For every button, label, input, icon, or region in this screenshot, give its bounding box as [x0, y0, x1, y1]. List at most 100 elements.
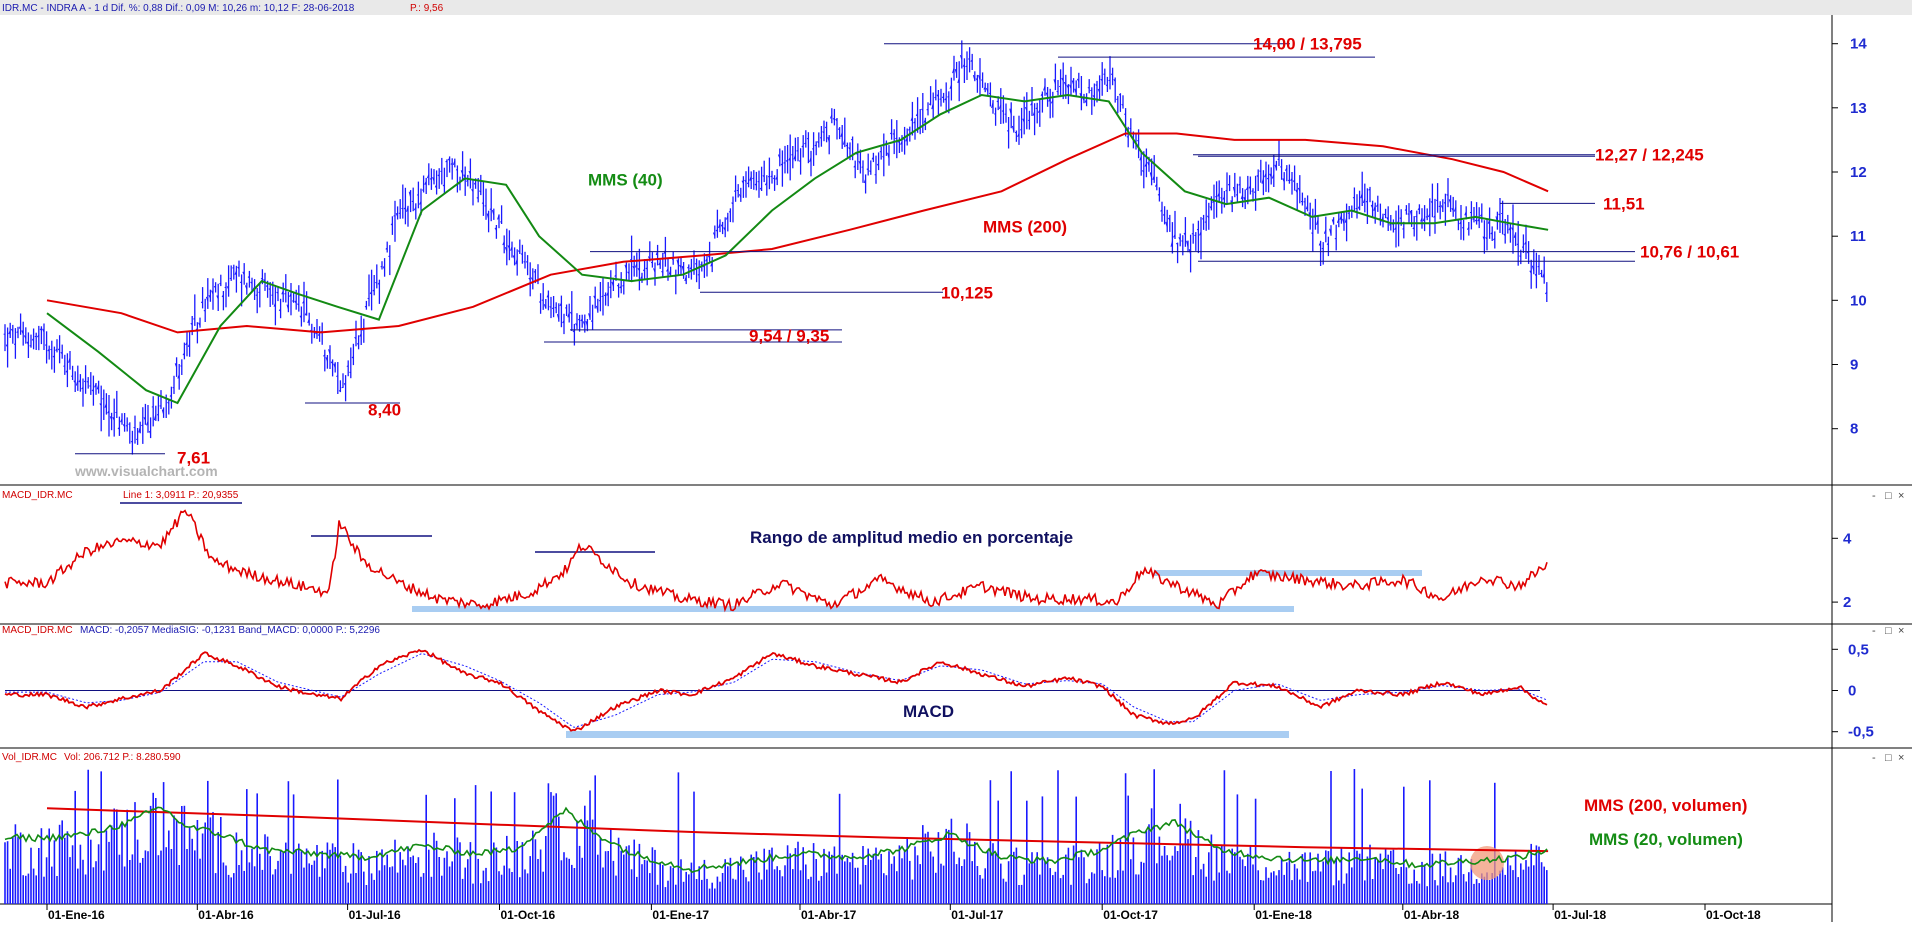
price-bar-open: [141, 425, 142, 426]
price-bar-open: [1252, 191, 1253, 192]
x-tick-label: 01-Abr-16: [198, 908, 254, 922]
price-bar-open: [661, 272, 662, 273]
price-annotation: MMS (200): [983, 218, 1067, 237]
x-tick-label: 01-Jul-18: [1554, 908, 1606, 922]
atr-highlight-band: [1154, 570, 1422, 576]
axes: 141312111098420,50-0,51.000.0001-Ene-160…: [47, 0, 1898, 922]
price-bar-open: [1462, 227, 1463, 228]
x-tick-label: 01-Ene-18: [1255, 908, 1312, 922]
price-annotation: 12,27 / 12,245: [1595, 146, 1704, 165]
volume-window-buttons[interactable]: - □ ×: [1872, 752, 1904, 764]
macd-y-tick-label: 0: [1848, 683, 1856, 700]
price-bar-open: [1519, 256, 1520, 257]
price-bar-open: [893, 134, 894, 135]
close-icon[interactable]: ×: [1898, 625, 1904, 637]
price-y-tick-label: 8: [1850, 421, 1858, 438]
price-bar-open: [204, 311, 205, 312]
price-panel: 14,00 / 13,795 12,27 / 12,245 11,51 10,76 /…: [4, 35, 1740, 468]
price-bar-open: [1447, 195, 1448, 196]
close-icon[interactable]: ×: [1898, 490, 1904, 502]
price-bar-open: [347, 366, 348, 367]
price-bar-open: [752, 178, 753, 179]
price-annotation: 14,00 / 13,795: [1253, 35, 1362, 54]
price-bar-open: [17, 332, 18, 333]
atr-line: [5, 511, 1547, 611]
x-tick-label: 01-Abr-17: [801, 908, 857, 922]
price-bar-open: [1540, 273, 1541, 274]
price-bar-open: [602, 296, 603, 297]
price-bar-open: [784, 163, 785, 164]
volume-annotation: MMS (200, volumen): [1584, 796, 1747, 815]
atr-y-tick-label: 2: [1843, 594, 1851, 611]
x-tick-label: 01-Ene-17: [652, 908, 709, 922]
price-bar-open: [1116, 99, 1117, 100]
price-bar-open: [131, 441, 132, 442]
minimize-icon[interactable]: -: [1872, 625, 1876, 637]
header-text: IDR.MC - INDRA A - 1 d Dif. %: 0,88 Dif.…: [2, 3, 355, 14]
price-bar-open: [1215, 197, 1216, 198]
atr-highlight-band: [412, 606, 1294, 612]
price-bar-open: [1002, 111, 1003, 112]
price-bar-open: [256, 295, 257, 296]
volume-panel: MMS (200, volumen) MMS (20, volumen): [5, 769, 1747, 904]
price-annotation: 9,54 / 9,35: [749, 327, 829, 346]
x-tick-label: 01-Oct-17: [1103, 908, 1158, 922]
volume-annotation: MMS (20, volumen): [1589, 830, 1743, 849]
price-bar-open: [1444, 203, 1445, 204]
price-y-tick-label: 14: [1850, 36, 1867, 53]
maximize-icon[interactable]: □: [1885, 625, 1892, 637]
minimize-icon[interactable]: -: [1872, 490, 1876, 502]
price-bar-open: [771, 176, 772, 177]
macd-window-buttons[interactable]: - □ ×: [1872, 625, 1904, 637]
price-bar-open: [1096, 85, 1097, 86]
price-bar-open: [1090, 90, 1091, 91]
price-bar-open: [45, 345, 46, 346]
price-bar-open: [87, 382, 88, 383]
atr-title: Rango de amplitud medio en porcentaje: [750, 528, 1073, 547]
atr-panel: [5, 503, 1547, 612]
price-bar-open: [63, 366, 64, 367]
price-bar-open: [136, 439, 137, 440]
price-y-tick-label: 13: [1850, 100, 1867, 117]
price-annotation: 11,51: [1603, 194, 1645, 213]
atr-header: MACD_IDR.MC: [2, 490, 73, 501]
price-bar-open: [565, 308, 566, 309]
price-bar-open: [1194, 235, 1195, 236]
price-bar-open: [1402, 229, 1403, 230]
macd-header: MACD_IDR.MC: [2, 625, 73, 636]
price-bar-open: [927, 109, 928, 110]
price-bar-open: [1322, 248, 1323, 249]
atr-header-values: Line 1: 3,0911 P.: 20,9355: [123, 490, 239, 501]
price-bar-open: [1036, 108, 1037, 109]
price-bar-open: [599, 300, 600, 301]
minimize-icon[interactable]: -: [1872, 752, 1876, 764]
x-tick-label: 01-Oct-18: [1706, 908, 1761, 922]
macd-highlight-band: [566, 731, 1289, 738]
price-bar-open: [555, 307, 556, 308]
x-tick-label: 01-Jul-16: [349, 908, 401, 922]
price-bar-open: [1226, 190, 1227, 191]
atr-window-buttons[interactable]: - □ ×: [1872, 490, 1904, 502]
x-tick-label: 01-Ene-16: [48, 908, 105, 922]
price-bar-open: [490, 209, 491, 210]
header-price-text: P.: 9,56: [410, 3, 444, 14]
price-bar-open: [339, 391, 340, 392]
price-bar-open: [882, 157, 883, 158]
maximize-icon[interactable]: □: [1885, 490, 1892, 502]
price-annotation: 7,61: [177, 449, 210, 468]
price-bar-open: [542, 300, 543, 301]
macd-header-values: MACD: -0,2057 MediaSIG: -0,1231 Band_MAC…: [80, 625, 380, 636]
volume-header: Vol_IDR.MC: [2, 752, 57, 763]
price-annotation: 10,76 / 10,61: [1640, 243, 1739, 262]
macd-y-tick-label: -0,5: [1848, 724, 1874, 741]
macd-panel: [5, 650, 1547, 738]
maximize-icon[interactable]: □: [1885, 752, 1892, 764]
price-bar-open: [1288, 180, 1289, 181]
price-bar-open: [1311, 233, 1312, 234]
price-bar-open: [1088, 88, 1089, 89]
price-annotation: 10,125: [941, 283, 993, 302]
close-icon[interactable]: ×: [1898, 752, 1904, 764]
price-bar-open: [1109, 80, 1110, 81]
